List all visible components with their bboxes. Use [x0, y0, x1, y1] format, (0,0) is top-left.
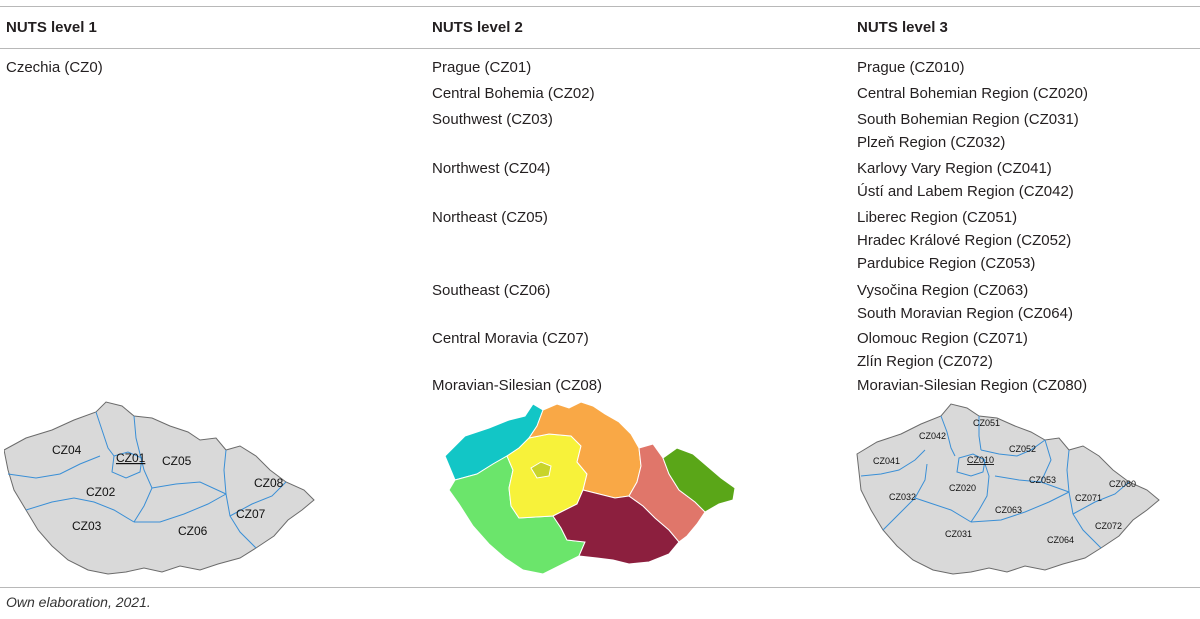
czechia-outline-level3: [856, 403, 1160, 575]
region-moravian-silesian: [662, 447, 736, 513]
region-southeast: [552, 489, 680, 565]
header-rule: [0, 48, 1200, 49]
level3-cell: Karlovy Vary Region (CZ041): [857, 160, 1052, 177]
level3-cell: Plzeň Region (CZ032): [857, 134, 1006, 151]
level3-cell: Central Bohemian Region (CZ020): [857, 85, 1088, 102]
level2-cell: Central Bohemia (CZ02): [432, 85, 595, 102]
map1-label: CZ07: [236, 507, 266, 521]
map3-label: CZ064: [1047, 535, 1074, 545]
table-bottom-rule: [0, 587, 1200, 588]
level3-cell: Ústí and Labem Region (CZ042): [857, 183, 1074, 200]
header-nuts-3: NUTS level 3: [857, 19, 948, 36]
level2-cell: Moravian-Silesian (CZ08): [432, 377, 603, 394]
level2-cell: Northeast (CZ05): [432, 209, 548, 226]
level3-cell: Hradec Králové Region (CZ052): [857, 232, 1072, 249]
map3-label: CZ010: [967, 455, 994, 465]
level3-cell: Zlín Region (CZ072): [857, 353, 993, 370]
map1-label: CZ01: [116, 451, 146, 465]
map1-label: CZ05: [162, 454, 192, 468]
map3-label: CZ041: [873, 456, 900, 466]
map3-label: CZ071: [1075, 493, 1102, 503]
map3-label: CZ053: [1029, 475, 1056, 485]
map3-label: CZ052: [1009, 444, 1036, 454]
level2-cell: Prague (CZ01): [432, 59, 532, 76]
level3-cell: Pardubice Region (CZ053): [857, 255, 1036, 272]
header-nuts-2: NUTS level 2: [432, 19, 523, 36]
map-nuts-level1: CZ04 CZ01 CZ05 CZ02 CZ08 CZ03 CZ07 CZ06: [4, 401, 315, 575]
level3-cell: Vysočina Region (CZ063): [857, 282, 1029, 299]
czechia-outline: [4, 401, 315, 575]
level3-cell: Olomouc Region (CZ071): [857, 330, 1028, 347]
header-nuts-1: NUTS level 1: [6, 19, 97, 36]
map1-label: CZ03: [72, 519, 102, 533]
map3-label: CZ020: [949, 483, 976, 493]
region-prague: [530, 461, 552, 479]
level3-cell: Moravian-Silesian Region (CZ080): [857, 377, 1088, 394]
level2-cell: Southeast (CZ06): [432, 282, 551, 299]
level3-cell: South Bohemian Region (CZ031): [857, 111, 1079, 128]
map3-label: CZ042: [919, 431, 946, 441]
map1-label: CZ06: [178, 524, 208, 538]
map3-label: CZ032: [889, 492, 916, 502]
map3-label: CZ072: [1095, 521, 1122, 531]
map3-label: CZ051: [973, 418, 1000, 428]
map3-label: CZ080: [1109, 479, 1136, 489]
map1-label: CZ08: [254, 476, 284, 490]
map1-label: CZ04: [52, 443, 82, 457]
footnote: Own elaboration, 2021.: [6, 594, 151, 610]
level2-cell: Northwest (CZ04): [432, 160, 551, 177]
map-nuts-level3: CZ051 CZ042 CZ041 CZ010 CZ052 CZ020 CZ05…: [856, 403, 1160, 575]
table-top-rule: [0, 6, 1200, 7]
level2-cell: Southwest (CZ03): [432, 111, 553, 128]
level3-cell: Liberec Region (CZ051): [857, 209, 1018, 226]
level3-cell: South Moravian Region (CZ064): [857, 305, 1073, 322]
map1-label: CZ02: [86, 485, 116, 499]
level1-cell: Czechia (CZ0): [6, 59, 103, 76]
map-nuts-level2: [444, 401, 736, 575]
map3-label: CZ063: [995, 505, 1022, 515]
level2-cell: Central Moravia (CZ07): [432, 330, 589, 347]
level3-cell: Prague (CZ010): [857, 59, 965, 76]
map3-label: CZ031: [945, 529, 972, 539]
